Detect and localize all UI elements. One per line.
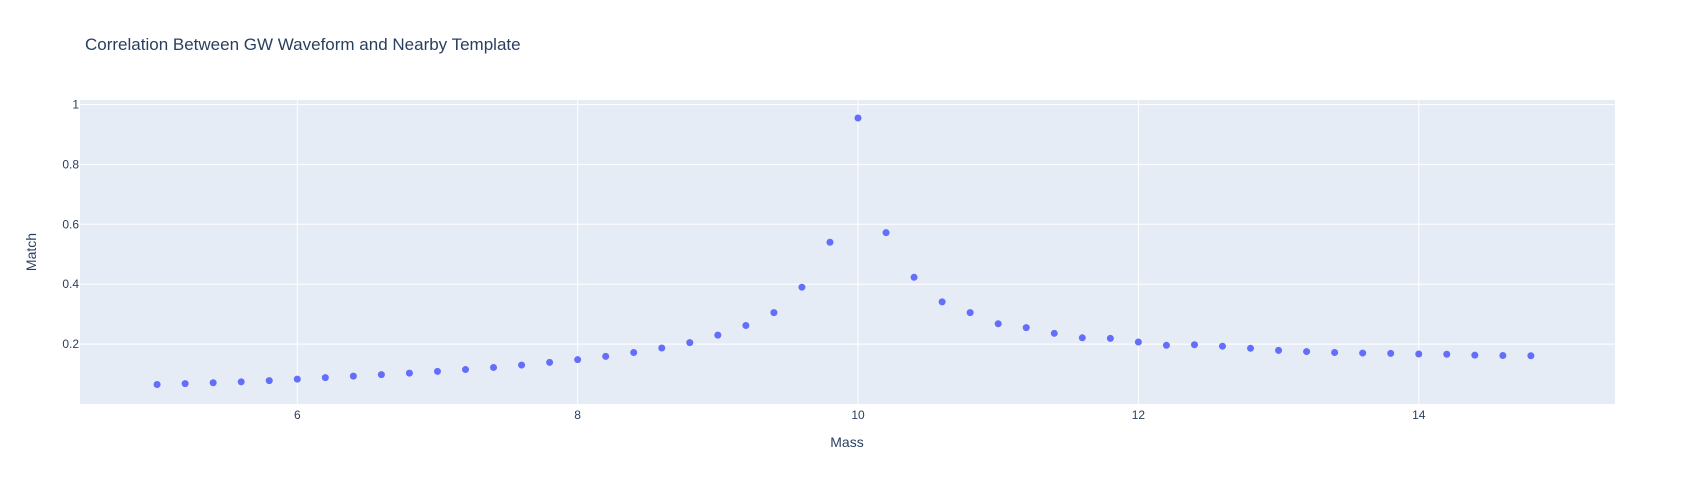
data-point[interactable] [1162,341,1170,349]
data-point[interactable] [910,273,918,281]
x-tick-label: 14 [1412,408,1426,422]
x-tick-label: 6 [294,408,301,422]
data-point[interactable] [1275,346,1283,354]
data-point[interactable] [602,352,610,360]
data-point[interactable] [1415,350,1423,358]
data-point[interactable] [826,238,834,246]
data-point[interactable] [1050,329,1058,337]
data-point[interactable] [237,378,245,386]
data-point[interactable] [714,331,722,339]
data-point[interactable] [1218,342,1226,350]
data-point[interactable] [377,371,385,379]
data-point[interactable] [658,344,666,352]
data-point[interactable] [546,358,554,366]
data-point[interactable] [854,114,862,122]
data-point[interactable] [1387,349,1395,357]
data-point[interactable] [490,363,498,371]
data-point[interactable] [574,356,582,364]
data-point[interactable] [1331,348,1339,356]
grid-lines [80,100,1615,404]
data-point[interactable] [265,377,273,385]
tick-labels: 6 8 10 12 14 0.2 0.4 0.6 0.8 1 [62,97,1425,422]
y-tick-label: 0.4 [62,277,79,291]
data-point[interactable] [1359,349,1367,357]
plot-area [80,100,1615,404]
data-point[interactable] [209,379,217,387]
data-point[interactable] [405,369,413,377]
y-tick-label: 0.2 [62,337,79,351]
data-point[interactable] [882,229,890,237]
data-point[interactable] [798,283,806,291]
data-point[interactable] [462,366,470,374]
data-point[interactable] [1471,351,1479,359]
x-tick-label: 10 [851,408,865,422]
x-tick-label: 8 [574,408,581,422]
data-point[interactable] [153,381,161,389]
data-point[interactable] [181,380,189,388]
data-point[interactable] [433,367,441,375]
y-tick-label: 1 [72,97,79,111]
data-point[interactable] [770,309,778,317]
y-tick-label: 0.6 [62,217,79,231]
data-point[interactable] [1022,324,1030,332]
x-tick-label: 12 [1132,408,1146,422]
x-axis-label: Mass [830,434,863,450]
data-point[interactable] [1303,348,1311,356]
data-point[interactable] [994,320,1002,328]
data-point[interactable] [321,374,329,382]
data-point[interactable] [966,309,974,317]
y-tick-label: 0.8 [62,157,79,171]
data-points[interactable] [153,114,1535,389]
data-point[interactable] [293,375,301,383]
data-point[interactable] [349,372,357,380]
data-point[interactable] [1527,352,1535,360]
data-point[interactable] [1190,341,1198,349]
data-point[interactable] [1134,338,1142,346]
data-point[interactable] [1078,334,1086,342]
data-point[interactable] [742,322,750,330]
data-point[interactable] [1247,344,1255,352]
data-point[interactable] [1443,350,1451,358]
chart-title: Correlation Between GW Waveform and Near… [85,35,521,54]
data-point[interactable] [686,339,694,347]
data-point[interactable] [938,298,946,306]
data-point[interactable] [1499,351,1507,359]
data-point[interactable] [630,348,638,356]
data-point[interactable] [518,361,526,369]
data-point[interactable] [1106,334,1114,342]
y-axis-label: Match [23,233,39,271]
